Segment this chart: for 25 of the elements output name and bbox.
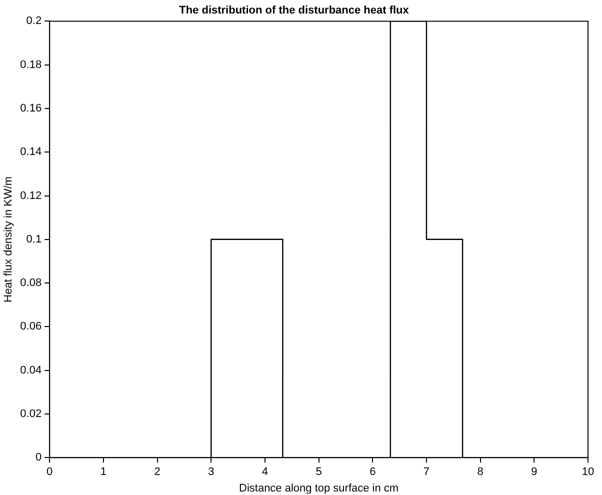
x-tick-label: 7: [423, 466, 430, 478]
y-tick-label: 0.08: [20, 277, 42, 290]
y-tick-label: 0.1: [26, 233, 42, 246]
x-tick-label: 1: [100, 466, 107, 478]
x-tick-label: 9: [531, 466, 538, 478]
y-tick-label: 0.14: [20, 146, 42, 158]
y-tick-label: 0.18: [20, 58, 42, 71]
x-tick-label: 6: [370, 466, 376, 478]
y-tick-label: 0.06: [20, 320, 42, 333]
y-tick-label: 0.12: [20, 190, 42, 202]
x-tick-label: 3: [208, 466, 214, 478]
x-tick-label: 0: [46, 466, 53, 478]
x-tick-label: 4: [262, 466, 268, 478]
x-tick-label: 10: [582, 466, 594, 478]
x-tick-label: 8: [477, 466, 484, 478]
y-tick-label: 0.02: [20, 408, 42, 420]
x-axis-title: Distance along top surface in cm: [239, 482, 399, 494]
chart-title: The distribution of the disturbance heat flux: [179, 4, 410, 17]
y-axis-title: Heat flux density in KW/m: [2, 176, 15, 302]
y-tick-label: 0.04: [20, 364, 42, 376]
y-tick-label: 0.2: [26, 15, 42, 28]
y-tick-label: 0: [35, 452, 42, 464]
y-tick-label: 0.16: [20, 102, 42, 115]
x-tick-label: 2: [154, 466, 160, 478]
x-tick-label: 5: [316, 466, 322, 478]
